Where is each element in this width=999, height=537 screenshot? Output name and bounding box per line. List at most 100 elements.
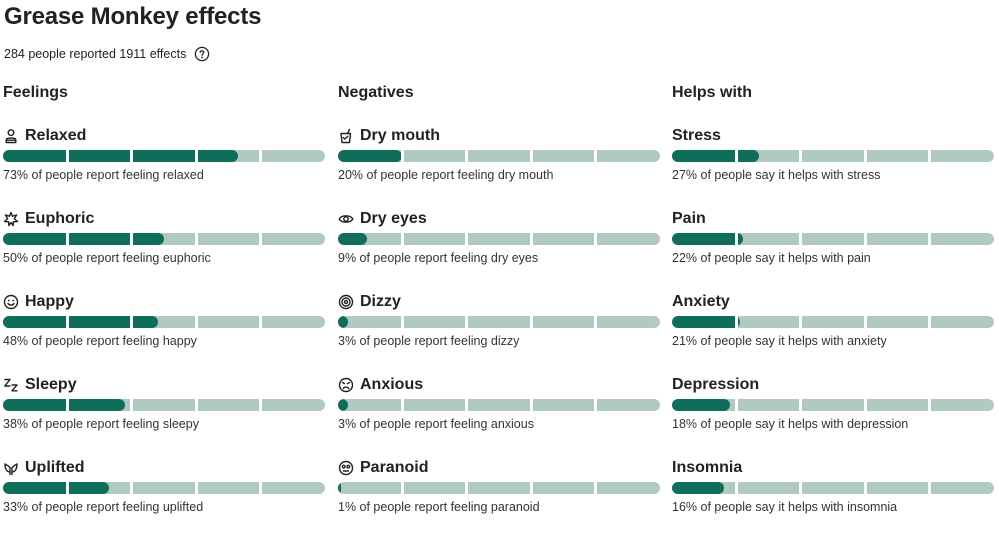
effect-caption: 9% of people report feeling dry eyes	[338, 251, 539, 265]
meter-segment-divider	[65, 150, 69, 162]
column-title-feelings: Feelings	[3, 84, 68, 101]
effect-meter-fill	[3, 482, 110, 494]
meter-segment-divider	[259, 233, 263, 245]
effect-meter	[338, 482, 660, 494]
report-summary: 284 people reported 1911 effects	[4, 46, 210, 62]
effect-caption: 33% of people report feeling uplifted	[3, 500, 204, 514]
effect-caption: 1% of people report feeling paranoid	[338, 500, 540, 514]
eye-icon	[338, 211, 354, 227]
effect-meter	[3, 482, 325, 494]
column-title-helps-with: Helps with	[672, 84, 753, 101]
meter-segment-divider	[465, 233, 469, 245]
effect-caption: 50% of people report feeling euphoric	[3, 251, 211, 265]
meter-segment-divider	[928, 482, 932, 494]
effect-caption: 16% of people say it helps with insomnia	[672, 500, 898, 514]
effect-caption: 38% of people report feeling sleepy	[3, 417, 199, 431]
effect-meter-fill	[338, 233, 367, 245]
effect-meter	[672, 316, 994, 328]
effect-name: Paranoid	[360, 459, 429, 476]
meter-segment-divider	[863, 399, 867, 411]
effect-meter	[3, 233, 325, 245]
meter-segment-divider	[259, 150, 263, 162]
effect-meter	[338, 150, 660, 162]
meter-segment-divider	[799, 233, 803, 245]
meter-segment-divider	[594, 233, 598, 245]
spiral-icon	[338, 294, 354, 310]
effect-meter-fill	[338, 316, 348, 328]
effect-happy: Happy 48% of people report feeling happy	[3, 291, 325, 371]
effect-meter	[3, 316, 325, 328]
meter-segment-divider	[863, 316, 867, 328]
effect-meter-fill	[3, 399, 126, 411]
effect-meter	[3, 399, 325, 411]
question-circle-icon[interactable]	[194, 46, 210, 62]
effect-meter-fill	[3, 233, 164, 245]
meter-segment-divider	[194, 233, 198, 245]
meter-segment-divider	[259, 316, 263, 328]
effect-meter	[338, 399, 660, 411]
meter-segment-divider	[259, 399, 263, 411]
anxious-face-icon	[338, 377, 354, 393]
meter-segment-divider	[799, 399, 803, 411]
effect-meter-fill	[338, 150, 403, 162]
effect-caption: 27% of people say it helps with stress	[672, 168, 881, 182]
meter-segment-divider	[529, 316, 533, 328]
meter-segment-divider	[594, 316, 598, 328]
meter-segment-divider	[594, 482, 598, 494]
meter-segment-divider	[594, 150, 598, 162]
meter-segment-divider	[194, 150, 198, 162]
meter-segment-divider	[194, 316, 198, 328]
page-title: Grease Monkey effects	[4, 3, 262, 30]
effect-depression: Depression 18% of people say it helps wi…	[672, 374, 994, 454]
effect-name: Uplifted	[25, 459, 85, 476]
effect-meter	[672, 150, 994, 162]
meter-segment-divider	[799, 150, 803, 162]
effect-meter-fill	[672, 399, 730, 411]
effect-anxious: Anxious 3% of people report feeling anxi…	[338, 374, 660, 454]
effect-relaxed: Relaxed 73% of people report feeling rel…	[3, 125, 325, 205]
meter-segment-divider	[400, 316, 404, 328]
effect-name: Relaxed	[25, 127, 87, 144]
effect-sleepy: Sleepy 38% of people report feeling slee…	[3, 374, 325, 454]
meter-segment-divider	[799, 316, 803, 328]
person-icon	[3, 128, 19, 144]
effect-name: Anxious	[360, 376, 424, 393]
effect-meter-fill	[672, 482, 724, 494]
effect-meter-fill	[3, 150, 239, 162]
effect-meter	[672, 399, 994, 411]
meter-segment-divider	[863, 150, 867, 162]
meter-segment-divider	[529, 150, 533, 162]
meter-segment-divider	[65, 482, 69, 494]
effect-name: Sleepy	[25, 376, 77, 393]
meter-segment-divider	[529, 399, 533, 411]
meter-segment-divider	[529, 233, 533, 245]
effect-name: Dry mouth	[360, 127, 440, 144]
effect-caption: 3% of people report feeling dizzy	[338, 334, 520, 348]
meter-segment-divider	[594, 399, 598, 411]
meter-segment-divider	[130, 233, 134, 245]
meter-segment-divider	[799, 482, 803, 494]
meter-segment-divider	[400, 150, 404, 162]
effect-meter-fill	[3, 316, 158, 328]
meter-segment-divider	[928, 399, 932, 411]
meter-segment-divider	[928, 150, 932, 162]
meter-segment-divider	[465, 316, 469, 328]
effect-caption: 73% of people report feeling relaxed	[3, 168, 204, 182]
meter-segment-divider	[65, 399, 69, 411]
meter-segment-divider	[465, 150, 469, 162]
meter-segment-divider	[734, 316, 738, 328]
effect-name: Anxiety	[672, 293, 730, 310]
column-title-negatives: Negatives	[338, 84, 414, 101]
meter-segment-divider	[130, 399, 134, 411]
meter-segment-divider	[400, 482, 404, 494]
effect-pain: Pain 22% of people say it helps with pai…	[672, 208, 994, 288]
effect-insomnia: Insomnia 16% of people say it helps with…	[672, 457, 994, 537]
meter-segment-divider	[529, 482, 533, 494]
effect-name: Dry eyes	[360, 210, 427, 227]
effect-name: Euphoric	[25, 210, 95, 227]
effect-caption: 3% of people report feeling anxious	[338, 417, 534, 431]
smile-icon	[3, 294, 19, 310]
effect-name: Pain	[672, 210, 706, 227]
effect-meter	[3, 150, 325, 162]
meter-segment-divider	[194, 482, 198, 494]
